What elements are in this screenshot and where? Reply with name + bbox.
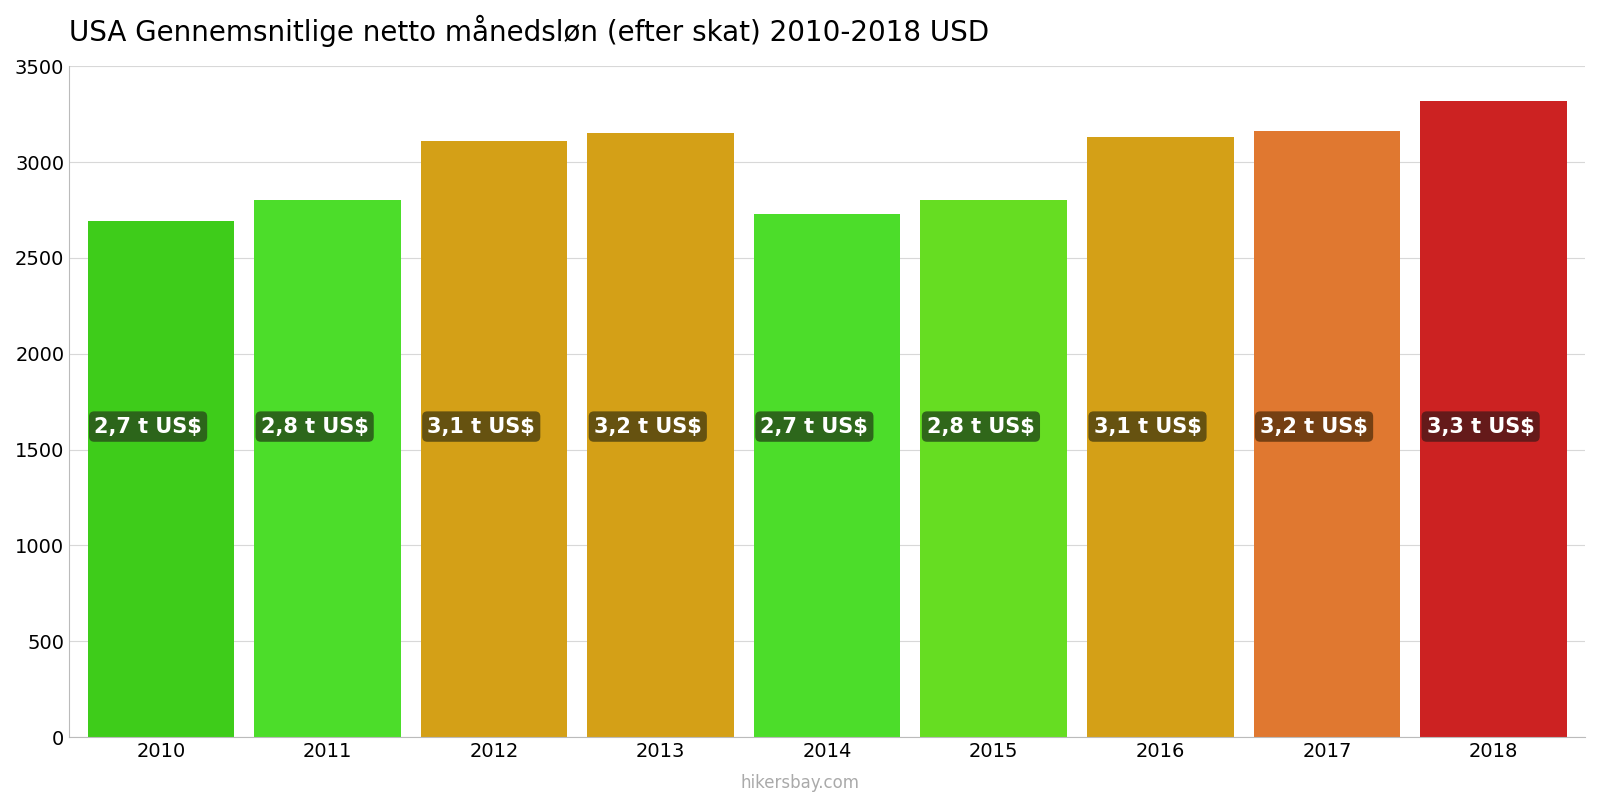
Text: 2,7 t US$: 2,7 t US$ [760,417,869,437]
Bar [88,222,234,737]
Bar [587,134,734,737]
Bar [754,214,901,737]
Bar [254,200,400,737]
Bar [1421,101,1566,737]
Text: hikersbay.com: hikersbay.com [741,774,859,792]
Text: 2,8 t US$: 2,8 t US$ [261,417,368,437]
Text: 3,2 t US$: 3,2 t US$ [1261,417,1368,437]
Text: 2,8 t US$: 2,8 t US$ [926,417,1035,437]
Bar [1253,131,1400,737]
Text: 2,7 t US$: 2,7 t US$ [94,417,202,437]
Text: 3,1 t US$: 3,1 t US$ [1094,417,1202,437]
Text: 3,1 t US$: 3,1 t US$ [427,417,534,437]
Bar [920,200,1067,737]
Text: 3,3 t US$: 3,3 t US$ [1427,417,1534,437]
Bar [1086,137,1234,737]
Bar [421,141,568,737]
Text: USA Gennemsnitlige netto månedsløn (efter skat) 2010-2018 USD: USA Gennemsnitlige netto månedsløn (efte… [69,15,989,47]
Text: 3,2 t US$: 3,2 t US$ [594,417,702,437]
